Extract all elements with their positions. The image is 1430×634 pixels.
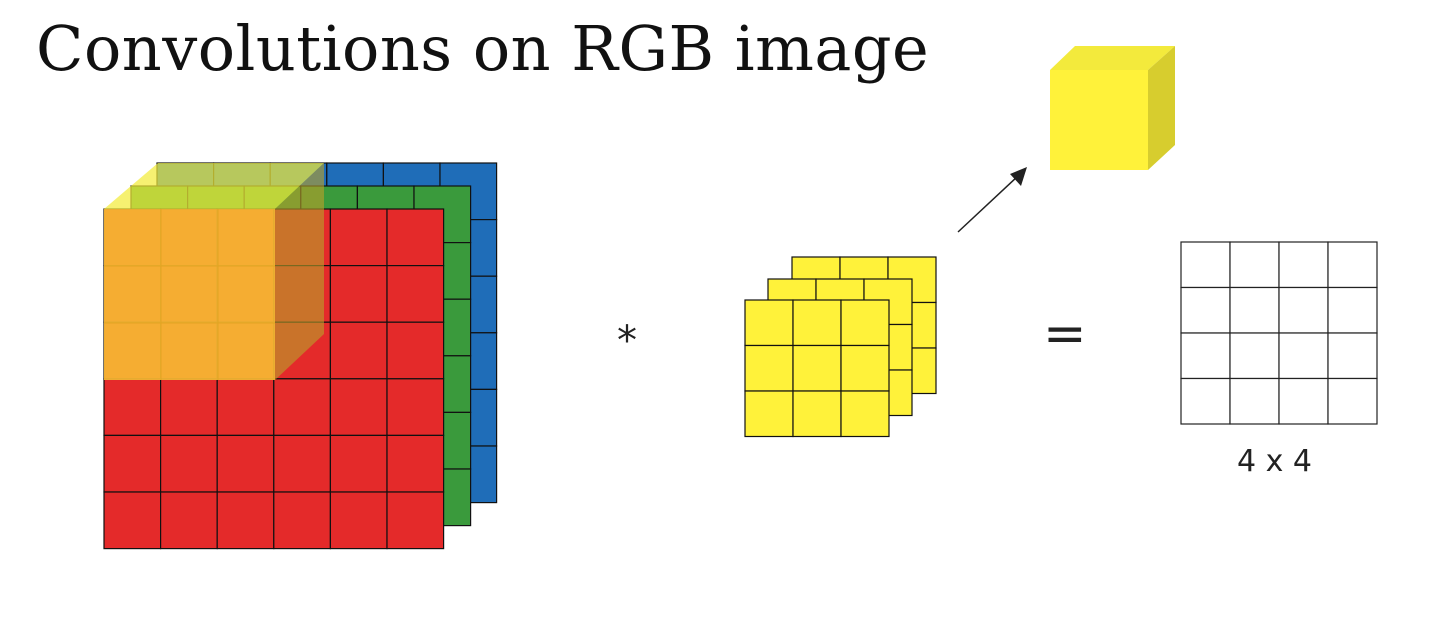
- red-cell: [386, 491, 445, 550]
- red-cell: [329, 321, 388, 380]
- convolution-operator: *: [617, 318, 637, 364]
- red-cell: [160, 378, 218, 436]
- red-cell: [273, 434, 331, 493]
- red-cell: [160, 434, 218, 493]
- output-cell: [1229, 241, 1280, 289]
- output-cell: [1278, 241, 1329, 289]
- output-cell: [1327, 332, 1378, 380]
- output-cell: [1327, 377, 1378, 425]
- filter-cell: [792, 299, 842, 347]
- arrow-to-output: [957, 167, 1027, 233]
- filter-cell: [840, 390, 890, 438]
- overlay-side-face: [275, 163, 324, 380]
- output-value-cube: [1050, 46, 1175, 170]
- filter-cell: [744, 344, 794, 392]
- red-cell: [160, 491, 218, 550]
- output-size-label: 4 x 4: [1237, 444, 1312, 479]
- red-cell: [386, 321, 445, 380]
- overlay-front-face: [104, 209, 275, 380]
- red-cell: [329, 491, 388, 550]
- output-cell: [1229, 377, 1280, 425]
- red-cell: [216, 378, 275, 436]
- red-cell: [329, 378, 388, 436]
- output-cell: [1180, 241, 1231, 289]
- red-cell: [103, 434, 162, 493]
- output-cell: [1327, 241, 1378, 289]
- equals-sign: =: [1043, 304, 1087, 364]
- red-cell: [216, 434, 275, 493]
- overlay-grid-lines: [104, 209, 275, 380]
- output-cell: [1180, 286, 1231, 334]
- cube-top-face: [1050, 46, 1175, 70]
- red-cell: [103, 491, 162, 550]
- filter-cell: [792, 390, 842, 438]
- red-cell: [329, 434, 388, 493]
- filter-stack: [744, 256, 937, 438]
- red-cell: [386, 378, 445, 436]
- red-cell: [329, 208, 388, 267]
- filter-cell: [840, 299, 890, 347]
- red-cell: [216, 491, 275, 550]
- output-cell: [1180, 377, 1231, 425]
- red-cell: [386, 434, 445, 493]
- cube-side-face: [1148, 46, 1175, 170]
- filter-cell: [840, 344, 890, 392]
- output-cell: [1278, 332, 1329, 380]
- filter-cell: [744, 299, 794, 347]
- red-cell: [273, 491, 331, 550]
- output-cell: [1278, 286, 1329, 334]
- red-cell: [273, 378, 331, 436]
- red-cell: [386, 265, 445, 323]
- output-cell: [1229, 286, 1280, 334]
- output-cell: [1327, 286, 1378, 334]
- slide-title: Convolutions on RGB image: [36, 12, 930, 85]
- overlay-top-face: [104, 163, 324, 209]
- cube-front-face: [1050, 70, 1148, 170]
- output-cell: [1229, 332, 1280, 380]
- filter-cell: [744, 390, 794, 438]
- output-grid: [1180, 241, 1378, 425]
- filter-overlay-cube: [104, 163, 324, 380]
- output-cell: [1278, 377, 1329, 425]
- red-cell: [103, 378, 162, 436]
- red-cell: [329, 265, 388, 323]
- red-cell: [386, 208, 445, 267]
- output-cell: [1180, 332, 1231, 380]
- filter-cell: [792, 344, 842, 392]
